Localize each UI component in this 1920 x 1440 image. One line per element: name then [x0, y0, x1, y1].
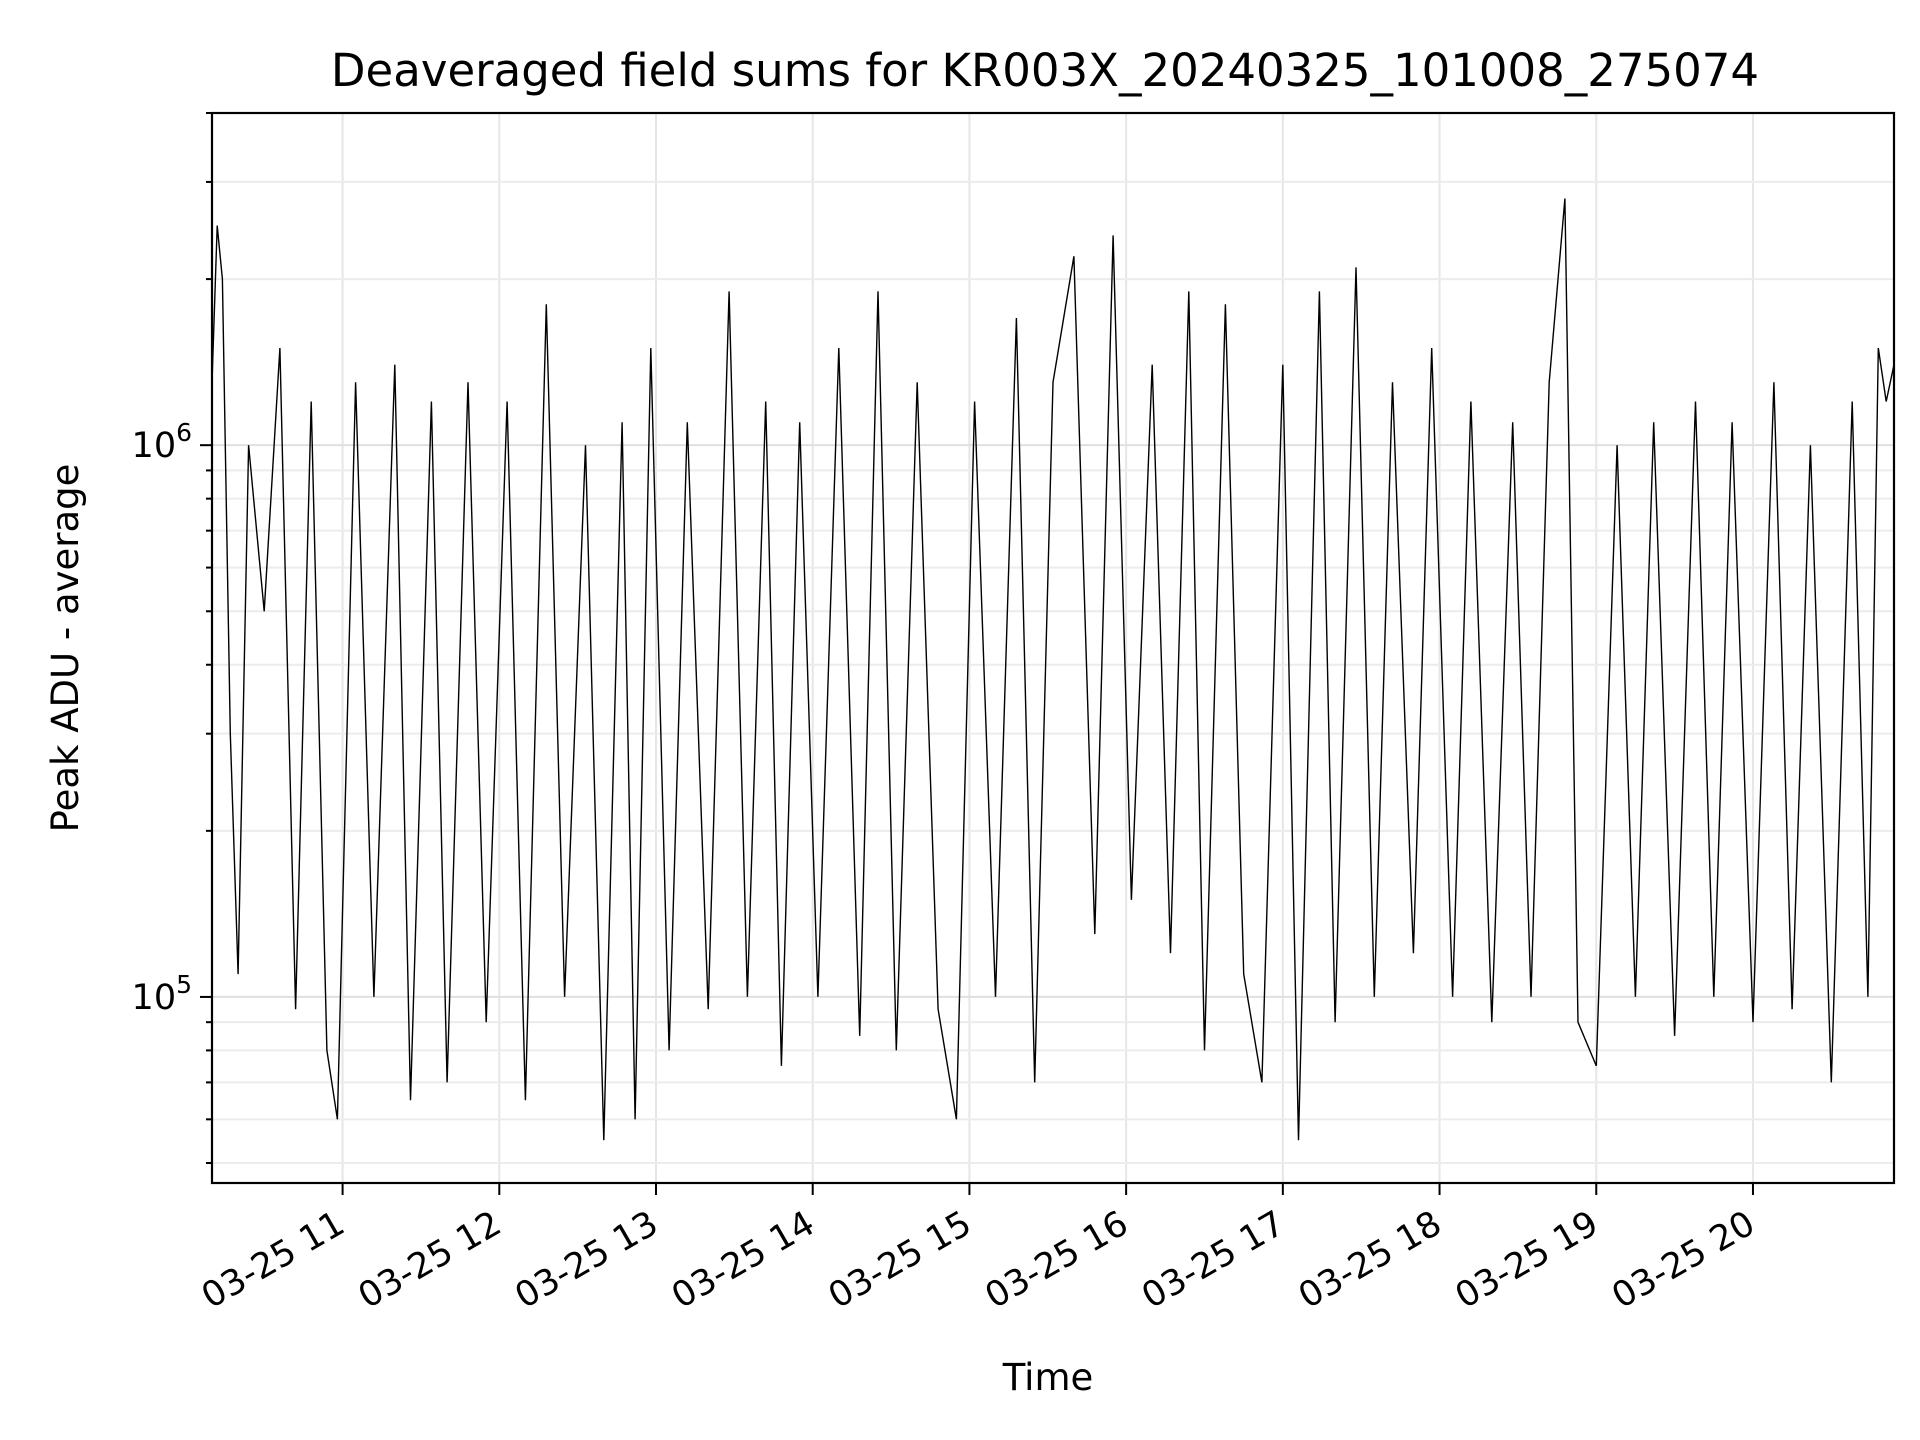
y-axis: 105 106 [132, 112, 212, 1165]
plot-background [212, 113, 1894, 1183]
grid-layer [212, 112, 1894, 1183]
y-axis-label: Peak ADU - average [44, 464, 87, 833]
y-tick-label: 106 [132, 418, 192, 466]
x-axis-label: Time [1002, 1356, 1094, 1399]
y-tick-label: 105 [132, 970, 192, 1018]
chart-title: Deaveraged field sums for KR003X_2024032… [331, 44, 1759, 97]
series-line [211, 198, 1895, 1141]
plot-frame [210, 111, 1896, 1185]
plot-area [210, 111, 1896, 1185]
